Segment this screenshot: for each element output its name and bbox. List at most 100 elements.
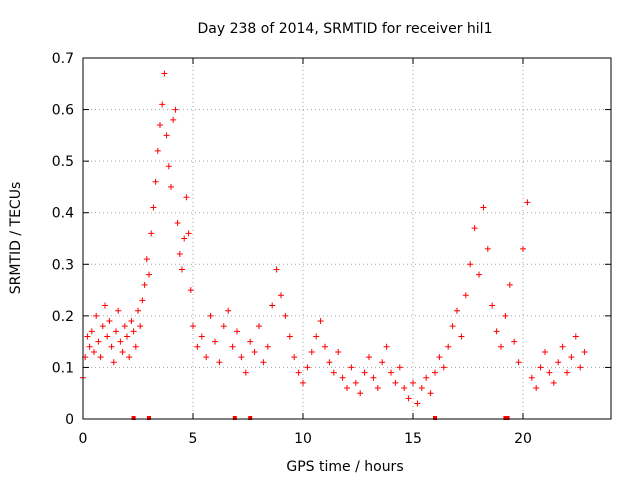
data-point <box>405 395 412 402</box>
data-point <box>251 348 258 355</box>
x-tick-label: 5 <box>189 431 198 447</box>
data-point <box>93 312 100 319</box>
data-point <box>300 379 306 386</box>
data-point <box>392 379 399 386</box>
data-point <box>339 374 346 381</box>
x-axis-mark <box>248 416 253 420</box>
data-point <box>229 343 236 350</box>
data-point <box>458 333 465 340</box>
y-tick-label: 0 <box>65 412 74 428</box>
data-point <box>449 323 456 330</box>
data-point <box>462 292 469 299</box>
gridlines <box>83 58 611 419</box>
data-point <box>165 163 172 170</box>
data-point <box>119 348 126 355</box>
data-point <box>99 323 106 330</box>
x-tick-label: 10 <box>294 431 312 447</box>
data-point <box>104 333 111 340</box>
data-point <box>157 122 163 129</box>
x-axis-mark <box>505 416 510 420</box>
data-point <box>374 385 381 392</box>
data-point <box>273 266 280 273</box>
x-axis-mark <box>433 416 437 420</box>
data-point <box>559 343 566 350</box>
data-point <box>225 307 232 314</box>
data-point <box>264 343 271 350</box>
data-point <box>135 307 141 314</box>
data-point <box>128 318 135 325</box>
data-point <box>282 312 289 319</box>
data-point <box>256 323 262 330</box>
data-point <box>172 106 179 113</box>
data-point <box>344 385 350 392</box>
data-point <box>176 250 183 257</box>
data-point <box>370 374 377 381</box>
data-point <box>502 312 509 319</box>
data-point <box>132 343 139 350</box>
y-axis-label: SRMTID / TECUs <box>8 182 24 295</box>
data-point <box>216 359 223 366</box>
data-point <box>313 333 320 340</box>
data-point <box>440 364 447 371</box>
data-point <box>97 354 104 361</box>
axis-ticks <box>82 57 611 420</box>
data-point <box>220 323 227 330</box>
x-tick-labels: 0 5 10 15 20 <box>79 431 532 447</box>
data-point <box>190 323 196 330</box>
data-point <box>238 354 245 361</box>
data-point <box>212 338 218 345</box>
data-point <box>388 369 394 376</box>
data-point <box>366 354 372 361</box>
data-point <box>113 328 119 335</box>
data-point <box>480 204 487 211</box>
y-tick-label: 0.6 <box>52 103 74 119</box>
data-point <box>330 369 337 376</box>
x-axis-mark <box>232 416 237 420</box>
data-point <box>555 359 562 366</box>
data-point <box>183 194 190 201</box>
data-point <box>304 364 311 371</box>
data-point <box>542 348 548 355</box>
data-points <box>80 70 588 407</box>
data-point <box>187 287 194 294</box>
data-point <box>170 116 177 123</box>
y-tick-label: 0.4 <box>52 206 74 222</box>
data-point <box>137 323 144 330</box>
data-point <box>110 359 117 366</box>
y-tick-label: 0.5 <box>52 154 74 170</box>
plot-frame <box>82 57 612 420</box>
data-point <box>471 225 478 232</box>
data-point <box>506 281 513 288</box>
data-point <box>159 101 166 108</box>
data-point <box>445 343 452 350</box>
data-point <box>207 312 214 319</box>
data-point <box>432 369 438 376</box>
data-point <box>295 369 302 376</box>
data-point <box>95 338 102 345</box>
data-point <box>139 297 146 304</box>
data-point <box>524 199 531 206</box>
data-point <box>88 328 95 335</box>
data-point <box>493 328 500 335</box>
x-axis-marks <box>131 416 510 420</box>
data-point <box>278 292 284 299</box>
data-point <box>467 261 474 268</box>
data-point <box>489 302 496 309</box>
data-point <box>181 235 188 242</box>
data-point <box>577 364 584 371</box>
data-point <box>198 333 205 340</box>
data-point <box>168 183 174 190</box>
data-point <box>317 318 324 325</box>
data-point <box>511 338 518 345</box>
data-point <box>84 333 91 340</box>
data-point <box>484 245 491 252</box>
data-point <box>436 354 443 361</box>
data-point <box>115 307 122 314</box>
data-point <box>143 256 150 263</box>
data-point <box>269 302 276 309</box>
data-point <box>396 364 403 371</box>
data-point <box>141 281 148 288</box>
data-point <box>148 230 155 237</box>
chart-title: Day 238 of 2014, SRMTID for receiver hil… <box>198 21 493 37</box>
